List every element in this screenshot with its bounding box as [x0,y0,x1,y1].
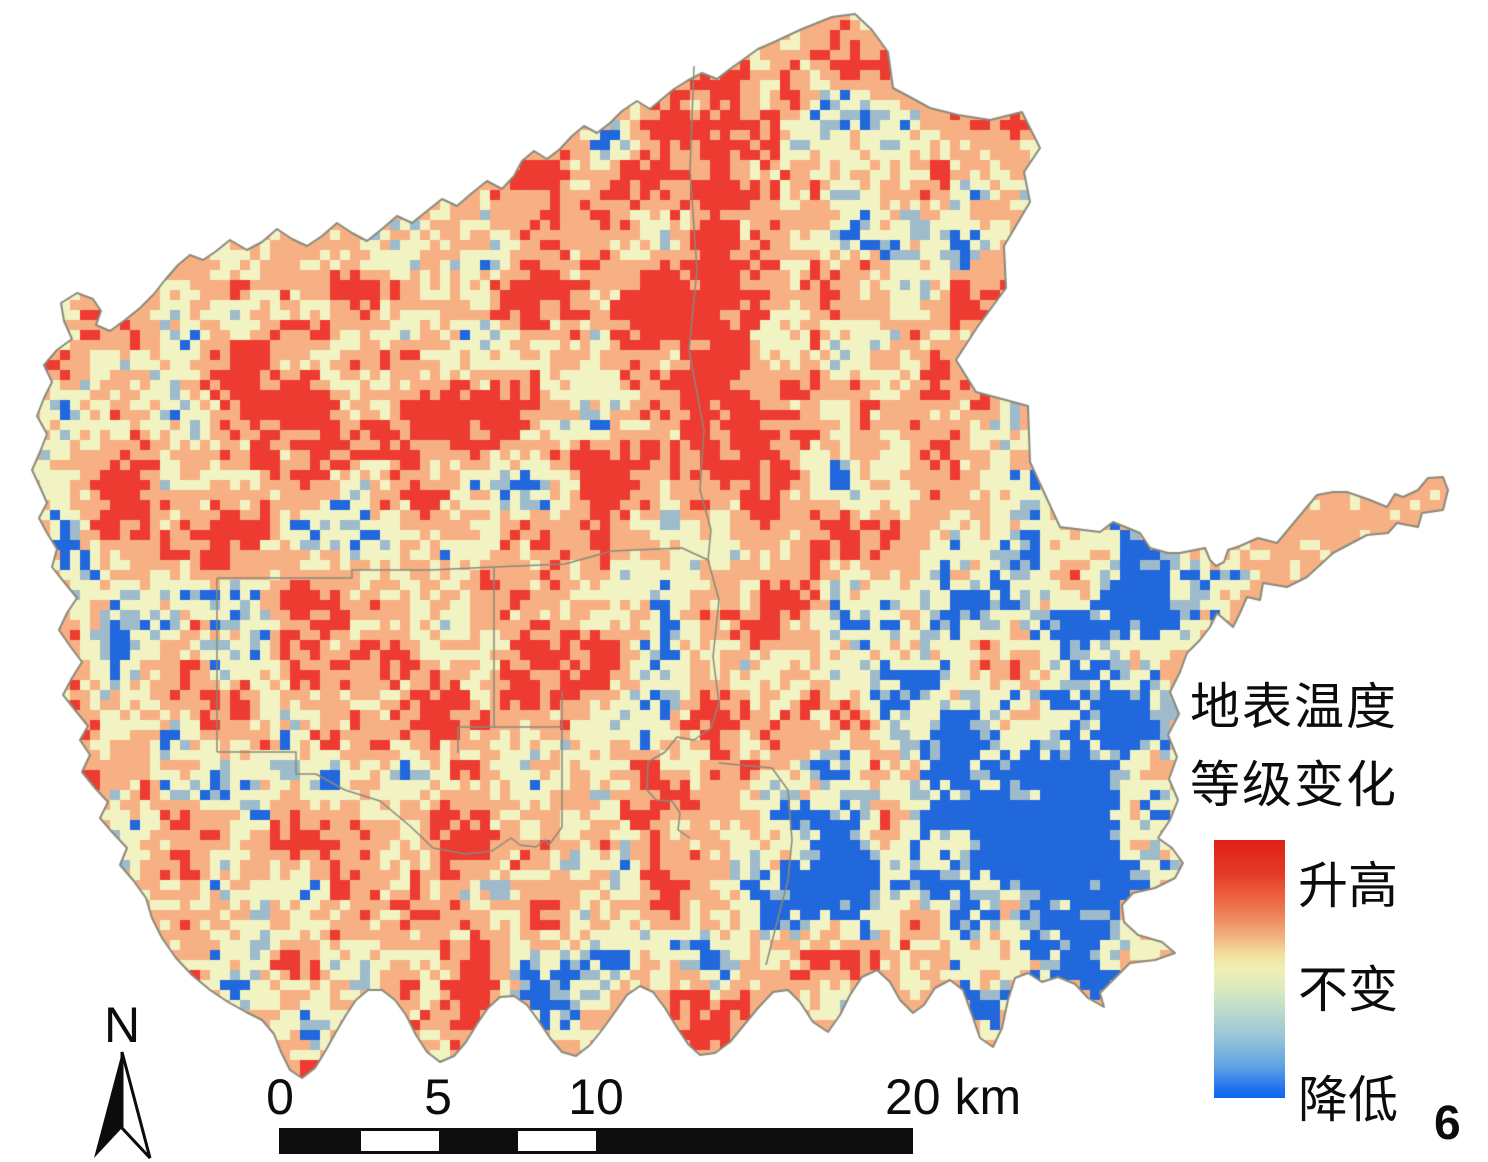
legend-title: 地表温度 等级变化 [1190,668,1398,824]
scalebar-label-20km: 20 km [885,1069,1022,1125]
scalebar-segment [360,1131,439,1151]
north-arrow: N [94,997,152,1160]
legend-title-line1: 地表温度 [1190,679,1398,735]
legend-label-decrease: 降低 [1298,1072,1398,1128]
north-arrow-right-blade [120,1051,152,1160]
scalebar-segment [517,1131,596,1151]
scale-bar [279,1128,913,1154]
north-arrow-left-blade [94,1052,122,1158]
north-label: N [104,997,140,1053]
scalebar-segment [282,1131,361,1151]
scalebar-segment [596,1131,910,1151]
scalebar-segment [439,1131,518,1151]
scalebar-label-0: 0 [266,1069,294,1125]
scalebar-label-5: 5 [424,1069,452,1125]
legend-title-line2: 等级变化 [1190,757,1398,813]
legend-label-nochange: 不变 [1298,962,1398,1018]
legend-label-rise: 升高 [1298,858,1398,914]
legend-colorbar [1214,840,1285,1098]
scalebar-label-10: 10 [568,1069,624,1125]
figure-number: 6 [1434,1097,1461,1150]
